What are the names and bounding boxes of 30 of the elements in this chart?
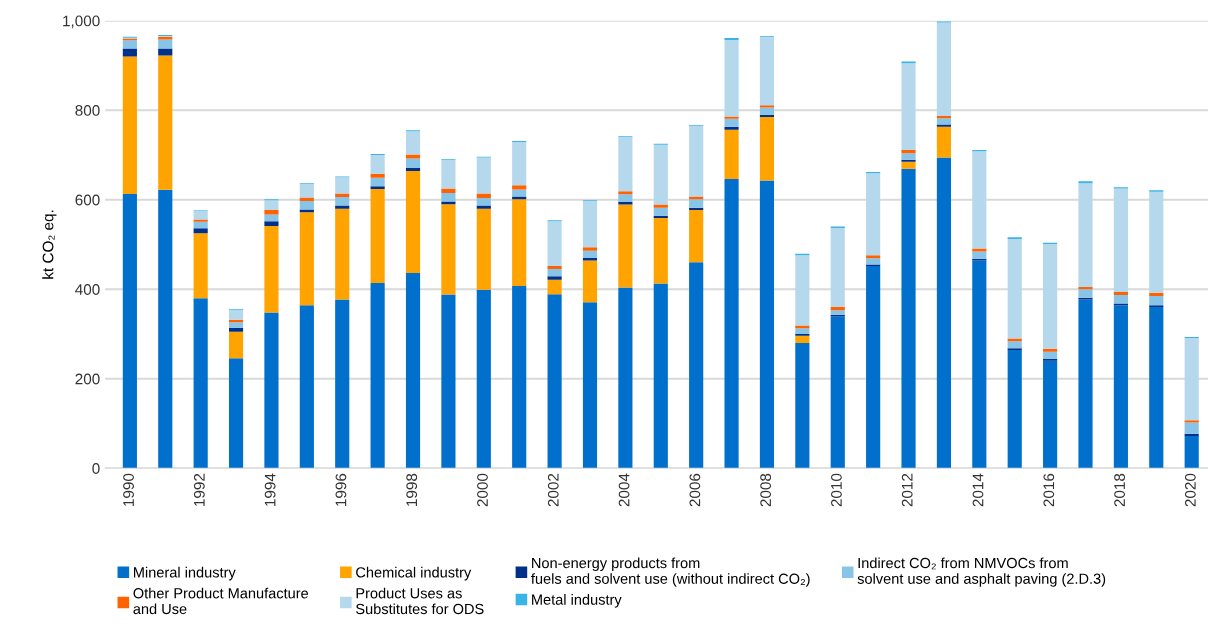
y-tick-label: 0 bbox=[92, 463, 100, 474]
x-tick-label: 1998 bbox=[406, 473, 418, 506]
x-tick-label: 2018 bbox=[1114, 473, 1125, 507]
legend-label: Other Product Manufacture and Use bbox=[133, 587, 309, 615]
y-tick-label: 200 bbox=[75, 373, 100, 385]
x-tick-label: 2006 bbox=[689, 473, 701, 507]
y-tick-label: 600 bbox=[75, 194, 100, 206]
legend-label: Chemical industry bbox=[356, 566, 472, 581]
legend-label: Non-energy products from fuels and solvent use (without indirect CO₂) bbox=[531, 557, 810, 587]
x-tick-label: 2000 bbox=[477, 473, 488, 507]
x-tick-label: 1990 bbox=[123, 473, 134, 506]
x-tick-label: 2002 bbox=[547, 473, 559, 507]
x-tick-label: 2004 bbox=[618, 473, 630, 507]
x-tick-label: 2008 bbox=[760, 473, 772, 507]
x-tick-label: 2010 bbox=[831, 473, 842, 507]
x-tick-label: 1992 bbox=[193, 473, 205, 506]
y-tick-label: 1,000 bbox=[63, 15, 100, 29]
x-tick-label: 2014 bbox=[972, 473, 984, 507]
legend-label: Metal industry bbox=[532, 594, 622, 608]
x-tick-label: 2012 bbox=[901, 473, 913, 507]
legend-label: Indirect CO₂ from NMVOCs from solvent use and asphalt paving (2.D.3) bbox=[857, 557, 1106, 587]
x-tick-label: 1994 bbox=[264, 473, 276, 506]
x-tick-label: 1996 bbox=[335, 473, 347, 506]
x-tick-label: 2016 bbox=[1043, 473, 1055, 507]
y-tick-label: 800 bbox=[75, 105, 100, 116]
y-tick-label: 400 bbox=[75, 284, 100, 295]
legend-label: Product Uses as Substitutes for ODS bbox=[356, 587, 484, 615]
x-tick-label: 2020 bbox=[1184, 473, 1196, 507]
y-axis-title: kt CO₂ eq. bbox=[42, 210, 57, 279]
legend-label: Mineral industry bbox=[134, 566, 236, 581]
